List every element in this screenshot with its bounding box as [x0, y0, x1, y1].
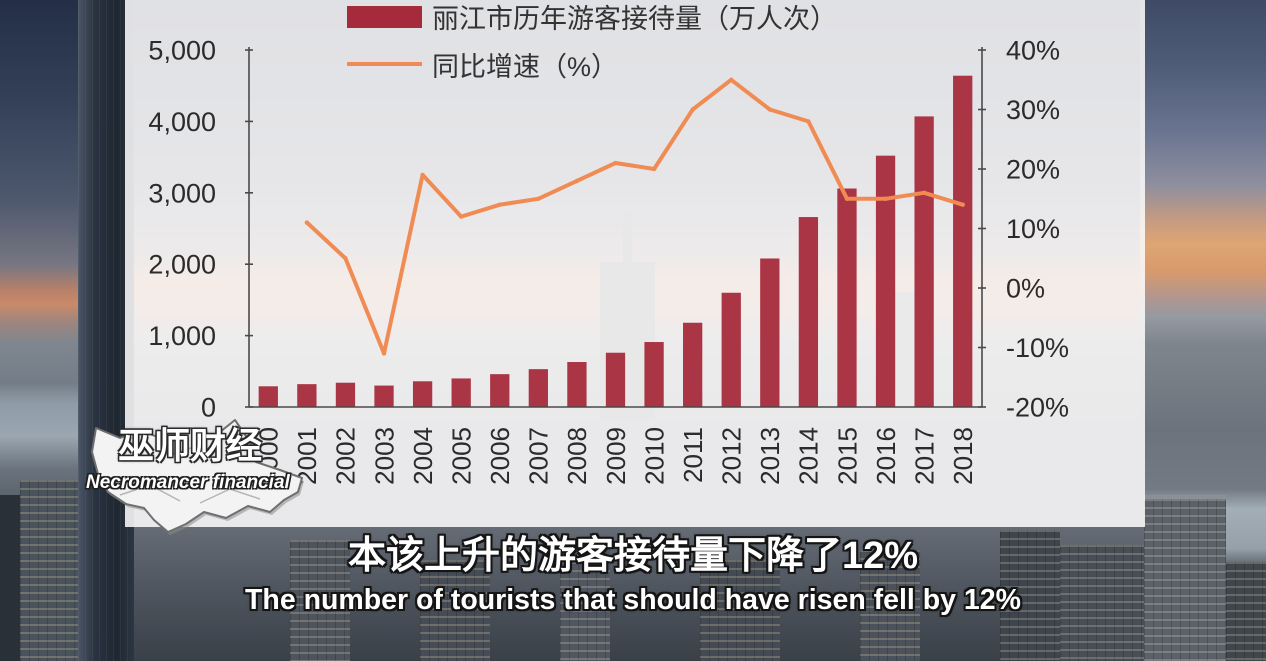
legend-line-label: 同比增速（%） — [432, 52, 618, 82]
growth-point-2018 — [960, 202, 965, 207]
watermark-english-name: Necromancer financial — [86, 472, 290, 493]
right-axis-tick-label: -20% — [1006, 393, 1069, 423]
right-axis-tick-label: 0% — [1006, 274, 1045, 304]
right-axis-tick-label: 40% — [1006, 36, 1060, 66]
bars-group — [258, 75, 973, 407]
left-axis-tick-label: 0 — [201, 393, 216, 423]
x-axis-tick-label: 2017 — [909, 427, 939, 485]
x-axis-tick-label: 2003 — [369, 427, 399, 485]
growth-point-2007 — [536, 196, 541, 201]
ghost-texture — [119, 444, 261, 504]
growth-point-2005 — [458, 214, 464, 219]
growth-point-2003 — [381, 351, 387, 356]
growth-point-2002 — [343, 256, 348, 261]
visitors-bar-2008 — [567, 362, 587, 407]
background-building — [1000, 530, 1060, 661]
left-axis-tick-label: 2,000 — [148, 250, 216, 280]
x-axis-tick-label: 2011 — [678, 427, 708, 483]
left-axis-tick-label: 4,000 — [148, 107, 216, 137]
growth-point-2012 — [729, 77, 734, 82]
growth-point-2008 — [574, 178, 580, 184]
visitors-bar-2017 — [914, 116, 934, 407]
tick-labels-group: 0 1,000 2,000 3,000 4,000 5,000 -20% -10% 0% 10% 2… — [148, 36, 1069, 485]
subtitle-chinese: 本该上升的游客接待量下降了12% — [347, 535, 919, 577]
right-axis-tick-label: 20% — [1006, 155, 1060, 185]
x-axis-tick-label: 2005 — [447, 427, 477, 485]
growth-point-2009 — [613, 160, 618, 166]
ghost-shape — [91, 419, 303, 533]
left-axis-tick-label: 5,000 — [148, 36, 216, 66]
watermark-logo: 巫师财经 Necromancer financial — [80, 405, 310, 540]
right-axis-tick-label: 30% — [1006, 95, 1060, 125]
visitors-bar-2013 — [760, 258, 780, 407]
background-building-right — [1144, 495, 1226, 661]
background-building — [290, 540, 350, 661]
background-building-left — [0, 495, 20, 661]
x-axis-tick-label: 2015 — [832, 427, 862, 485]
x-axis-tick-label: 2008 — [562, 427, 592, 485]
left-skyscraper — [78, 0, 134, 661]
x-axis-tick-label: 2002 — [331, 427, 361, 485]
growth-line — [304, 77, 965, 356]
visitors-bar-2015 — [837, 188, 857, 407]
legend: 丽江市历年游客接待量（万人次） 同比增速（%） — [347, 4, 837, 82]
axes-group — [245, 47, 986, 408]
x-axis-tick-label: 2013 — [755, 427, 785, 485]
visitors-bar-2016 — [875, 155, 896, 407]
background-building-right — [1226, 562, 1266, 661]
background-building — [1060, 545, 1144, 661]
x-axis-tick-label: 2016 — [871, 427, 901, 485]
x-axis-tick-label: 2006 — [485, 427, 515, 485]
visitors-bar-2014 — [798, 217, 819, 407]
growth-point-2013 — [767, 107, 773, 112]
background-building — [560, 546, 610, 661]
visitors-bar-2002 — [335, 382, 356, 407]
visitors-bar-2009 — [605, 352, 626, 407]
legend-bar-label: 丽江市历年游客接待量（万人次） — [432, 4, 837, 34]
growth-line-group — [304, 77, 965, 356]
growth-point-2001 — [304, 220, 310, 225]
visitors-bar-2003 — [374, 385, 394, 407]
x-axis-tick-label: 2014 — [794, 427, 824, 485]
visitors-bar-2018 — [953, 75, 973, 407]
x-axis-tick-label: 2012 — [717, 427, 747, 485]
background-building — [700, 560, 780, 661]
left-axis-tick-label: 1,000 — [148, 321, 216, 351]
x-axis-tick-label: 2010 — [639, 427, 669, 485]
ghost-logo-icon — [91, 419, 304, 535]
growth-point-2006 — [497, 202, 502, 207]
visitors-bar-2001 — [297, 384, 317, 407]
visitors-bar-2012 — [721, 292, 741, 407]
background-building — [420, 560, 490, 661]
watermark-chinese-name: 巫师财经 — [118, 425, 263, 466]
left-axis-tick-label: 3,000 — [148, 178, 216, 208]
visitors-bar-2010 — [644, 342, 664, 407]
visitors-bar-2005 — [451, 378, 471, 407]
visitors-bar-2006 — [490, 374, 510, 407]
x-axis-tick-label: 2004 — [408, 427, 438, 485]
right-axis-tick-label: 10% — [1006, 214, 1060, 244]
growth-point-2015 — [844, 196, 850, 201]
growth-point-2011 — [690, 107, 695, 112]
visitors-bar-2004 — [412, 381, 433, 407]
right-axis-tick-label: -10% — [1006, 333, 1069, 363]
subtitle-english: The number of tourists that should have … — [245, 584, 1021, 616]
x-axis-tick-label: 2007 — [524, 427, 554, 485]
growth-point-2016 — [883, 196, 888, 201]
growth-point-2014 — [806, 119, 811, 124]
x-axis-tick-label: 2009 — [601, 427, 631, 485]
legend-bar-swatch — [347, 6, 422, 28]
visitors-bar-2007 — [528, 369, 548, 407]
growth-point-2004 — [420, 172, 425, 178]
visitors-bar-2011 — [683, 322, 703, 407]
growth-point-2017 — [921, 190, 927, 195]
background-building-left — [20, 480, 78, 661]
growth-point-2010 — [651, 166, 657, 172]
background-building — [860, 550, 920, 661]
chart-panel — [125, 0, 1145, 527]
visitors-bar-2000 — [258, 386, 278, 407]
x-axis-tick-label: 2018 — [948, 427, 978, 485]
